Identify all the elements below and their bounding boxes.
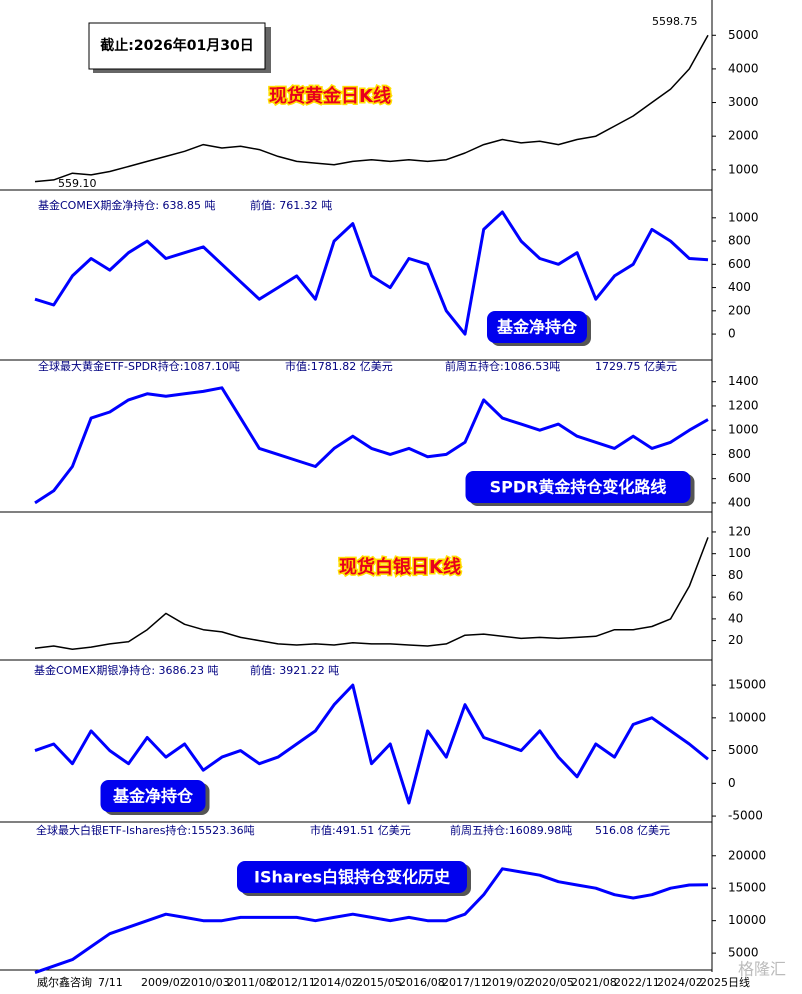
y-tick-label: 80 [728, 568, 743, 582]
data-line [34, 34, 709, 183]
data-line [34, 210, 709, 336]
panel-header: 1729.75 亿美元 [595, 360, 677, 373]
label-text: 基金净持仓 [496, 318, 578, 337]
panel-header: 基金COMEX期银净持仓: 3686.23 吨 [34, 663, 219, 677]
y-tick-label: 4000 [728, 61, 759, 75]
data-line [34, 386, 709, 505]
y-tick-label: 60 [728, 590, 743, 604]
label-box [487, 311, 587, 343]
panel-title: 现货黄金日K线 [269, 85, 391, 107]
x-tick-label: 2012/11 [270, 976, 316, 989]
y-tick-label: 5000 [728, 743, 759, 757]
y-tick-label: 5000 [728, 28, 759, 42]
source: 威尔鑫咨询 [37, 975, 92, 989]
label-text: SPDR黄金持仓变化路线 [490, 478, 667, 497]
x-tick-label: 7/11 [98, 976, 123, 989]
y-tick-label: 15000 [728, 678, 766, 692]
y-tick-label: 1400 [728, 374, 759, 388]
panel-header: 前周五持仓:16089.98吨 [450, 823, 572, 837]
x-tick-label: 2021/08 [571, 976, 617, 989]
y-tick-label: 600 [728, 257, 751, 271]
y-tick-label: 0 [728, 327, 736, 341]
panel-header: 基金COMEX期金净持仓: 638.85 吨 [38, 198, 216, 212]
label-box [100, 780, 206, 812]
x-tick-label: 2009/02 [141, 976, 187, 989]
x-tick-label: 2010/03 [184, 976, 230, 989]
y-tick-label: 200 [728, 303, 751, 317]
y-tick-label: 600 [728, 471, 751, 485]
panel-header: 前值: 761.32 吨 [250, 198, 332, 212]
y-tick-label: 120 [728, 524, 751, 538]
x-tick-label: 2019/02 [485, 976, 531, 989]
y-tick-label: 1000 [728, 162, 759, 176]
x-tick-label: 2011/08 [227, 976, 273, 989]
y-tick-label: 1200 [728, 398, 759, 412]
y-tick-label: 400 [728, 495, 751, 509]
y-tick-label: 100 [728, 546, 751, 560]
y-tick-label: 800 [728, 234, 751, 248]
max-label: 5598.75 [652, 15, 698, 28]
data-line [34, 867, 709, 975]
y-tick-label: 10000 [728, 913, 766, 927]
y-tick-label: 800 [728, 447, 751, 461]
min-label: 559.10 [58, 177, 97, 190]
panel-header: 市值:1781.82 亿美元 [285, 359, 393, 373]
label-box [237, 861, 467, 893]
x-tick-label: 2024/02 [657, 976, 703, 989]
y-tick-label: 15000 [728, 881, 766, 895]
y-tick-label: 5000 [728, 946, 759, 960]
y-tick-label: 40 [728, 611, 743, 625]
data-line [34, 537, 709, 651]
x-tick-label: 2016/08 [399, 976, 445, 989]
y-tick-label: 2000 [728, 129, 759, 143]
label-text: 基金净持仓 [112, 787, 194, 806]
panel-header: 前值: 3921.22 吨 [250, 663, 339, 677]
y-tick-label: 20000 [728, 848, 766, 862]
x-tick-label: 2017/11 [442, 976, 488, 989]
date-label: 截止:2026年01月30日 [100, 37, 254, 54]
label-box [465, 471, 691, 503]
label-text: IShares白银持仓变化历史 [254, 868, 451, 887]
panel-header: 516.08 亿美元 [595, 824, 670, 837]
x-tick-label: 2020/05 [528, 976, 574, 989]
y-tick-label: 0 [728, 776, 736, 790]
panel-header: 前周五持仓:1086.53吨 [445, 359, 560, 373]
watermark: 格隆汇 [738, 960, 786, 979]
x-tick-label: 2022/11 [614, 976, 660, 989]
panel-header: 全球最大白银ETF-Ishares持仓:15523.36吨 [36, 823, 255, 837]
y-tick-label: 20 [728, 633, 743, 647]
data-line [34, 683, 709, 805]
panel-header: 全球最大黄金ETF-SPDR持仓:1087.10吨 [38, 359, 240, 373]
panel-header: 市值:491.51 亿美元 [310, 823, 411, 837]
y-tick-label: 1000 [728, 210, 759, 224]
x-tick-label: 2025日线 [700, 975, 750, 989]
x-tick-label: 2014/02 [313, 976, 359, 989]
x-tick-label: 2015/05 [356, 976, 402, 989]
date-box [88, 22, 266, 70]
y-tick-label: 3000 [728, 95, 759, 109]
y-tick-label: -5000 [728, 809, 763, 823]
y-tick-label: 10000 [728, 710, 766, 724]
y-tick-label: 400 [728, 280, 751, 294]
panel-title: 现货白银日K线 [339, 556, 461, 578]
y-tick-label: 1000 [728, 423, 759, 437]
